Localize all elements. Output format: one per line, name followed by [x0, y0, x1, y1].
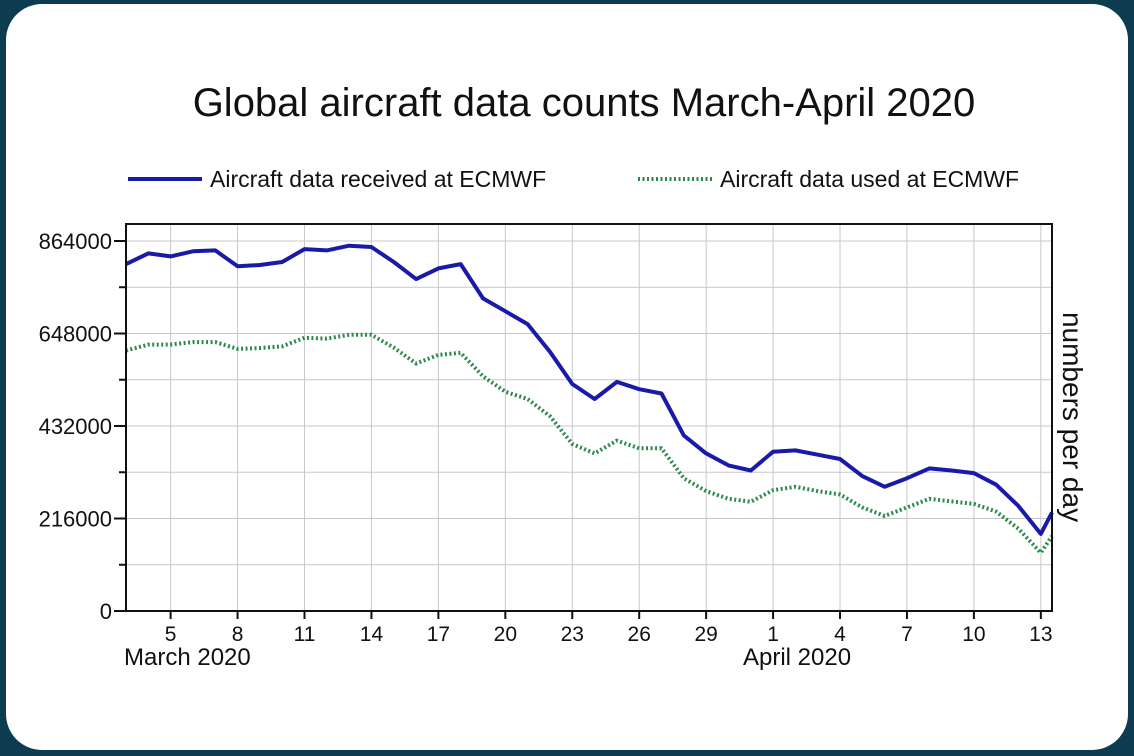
y-tick-label: 0: [100, 599, 112, 624]
month-label-march: March 2020: [124, 644, 251, 671]
x-tick-label: 17: [427, 623, 450, 646]
chart-title: Global aircraft data counts March-April …: [193, 81, 976, 125]
x-tick-label: 14: [360, 623, 384, 646]
plot-frame: [125, 223, 1053, 612]
x-tick-label: 10: [962, 623, 985, 646]
x-tick-label: 23: [561, 623, 584, 646]
y-tick-label: 864000: [39, 229, 112, 254]
x-tick-label: 20: [494, 623, 517, 646]
y-axis-label: numbers per day: [1057, 312, 1088, 522]
x-tick-label: 4: [834, 623, 846, 646]
series-line-used: [125, 332, 1054, 555]
x-tick-label: 13: [1029, 623, 1052, 646]
legend-received-label: Aircraft data received at ECMWF: [210, 166, 546, 192]
series-lines: [125, 243, 1054, 555]
x-tick-label: 26: [628, 623, 651, 646]
y-tick-label: 216000: [39, 507, 112, 532]
legend: Aircraft data received at ECMWF Aircraft…: [128, 166, 1019, 192]
chart-svg: Global aircraft data counts March-April …: [39, 81, 1088, 671]
y-tick-label: 648000: [39, 322, 112, 347]
y-tick-label: 432000: [39, 414, 112, 439]
x-tick-label: 7: [901, 623, 913, 646]
x-axis-ticks: 5 8 11 14 17 20 23 26 29 1 4 7 10 13: [165, 611, 1053, 646]
x-tick-label: 29: [694, 623, 717, 646]
x-tick-label: 5: [165, 623, 177, 646]
legend-used-label: Aircraft data used at ECMWF: [720, 166, 1019, 192]
series-line-received: [125, 243, 1054, 536]
month-label-april: April 2020: [743, 644, 851, 671]
x-tick-label: 11: [294, 623, 316, 646]
y-axis-ticks: 0 216000 432000 648000 864000: [39, 229, 126, 624]
chart-card: Global aircraft data counts March-April …: [6, 4, 1128, 750]
x-tick-label: 8: [232, 623, 244, 646]
x-tick-label: 1: [767, 623, 779, 646]
grid: [126, 224, 1052, 611]
